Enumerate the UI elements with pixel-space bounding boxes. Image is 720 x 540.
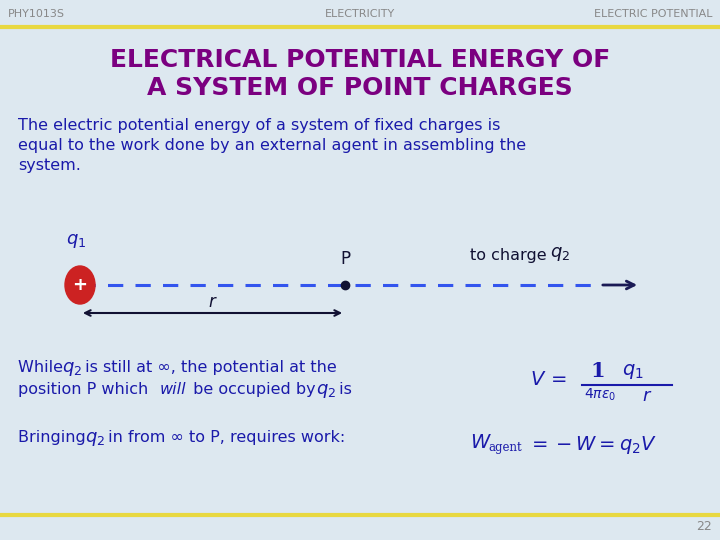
Text: A SYSTEM OF POINT CHARGES: A SYSTEM OF POINT CHARGES bbox=[147, 76, 573, 100]
Text: ELECTRIC POTENTIAL: ELECTRIC POTENTIAL bbox=[593, 9, 712, 19]
Text: The electric potential energy of a system of fixed charges is: The electric potential energy of a syste… bbox=[18, 118, 500, 133]
Text: 1: 1 bbox=[590, 361, 605, 381]
Text: Bringing: Bringing bbox=[18, 430, 91, 445]
Text: ELECTRICAL POTENTIAL ENERGY OF: ELECTRICAL POTENTIAL ENERGY OF bbox=[110, 48, 610, 72]
Text: $q_1$: $q_1$ bbox=[622, 362, 644, 381]
Ellipse shape bbox=[65, 266, 95, 304]
Text: position P which: position P which bbox=[18, 382, 153, 397]
Text: equal to the work done by an external agent in assembling the: equal to the work done by an external ag… bbox=[18, 138, 526, 153]
Text: $4\pi\varepsilon_0$: $4\pi\varepsilon_0$ bbox=[584, 387, 616, 403]
Text: While: While bbox=[18, 360, 68, 375]
Text: is still at ∞, the potential at the: is still at ∞, the potential at the bbox=[80, 360, 337, 375]
Text: $q_2$: $q_2$ bbox=[550, 245, 570, 263]
Text: system.: system. bbox=[18, 158, 81, 173]
Text: $W$: $W$ bbox=[470, 434, 492, 452]
Text: $r$: $r$ bbox=[642, 387, 652, 405]
Text: $= -W = q_2 V$: $= -W = q_2 V$ bbox=[528, 434, 657, 456]
Text: $q_2$: $q_2$ bbox=[316, 382, 336, 400]
Text: ELECTRICITY: ELECTRICITY bbox=[325, 9, 395, 19]
Text: is: is bbox=[334, 382, 352, 397]
Text: agent: agent bbox=[488, 441, 521, 454]
Text: to charge: to charge bbox=[470, 248, 552, 263]
Text: 22: 22 bbox=[696, 521, 712, 534]
Text: P: P bbox=[340, 250, 350, 268]
Text: $q_1$: $q_1$ bbox=[66, 232, 86, 250]
Text: $q_2$: $q_2$ bbox=[62, 360, 82, 378]
Text: $q_2$: $q_2$ bbox=[85, 430, 105, 448]
Text: PHY1013S: PHY1013S bbox=[8, 9, 65, 19]
Text: be occupied by: be occupied by bbox=[188, 382, 320, 397]
Text: $V\,=$: $V\,=$ bbox=[530, 371, 567, 389]
Text: will: will bbox=[160, 382, 186, 397]
Text: +: + bbox=[73, 276, 88, 294]
Text: in from ∞ to P, requires work:: in from ∞ to P, requires work: bbox=[103, 430, 346, 445]
Text: $r$: $r$ bbox=[207, 294, 217, 311]
